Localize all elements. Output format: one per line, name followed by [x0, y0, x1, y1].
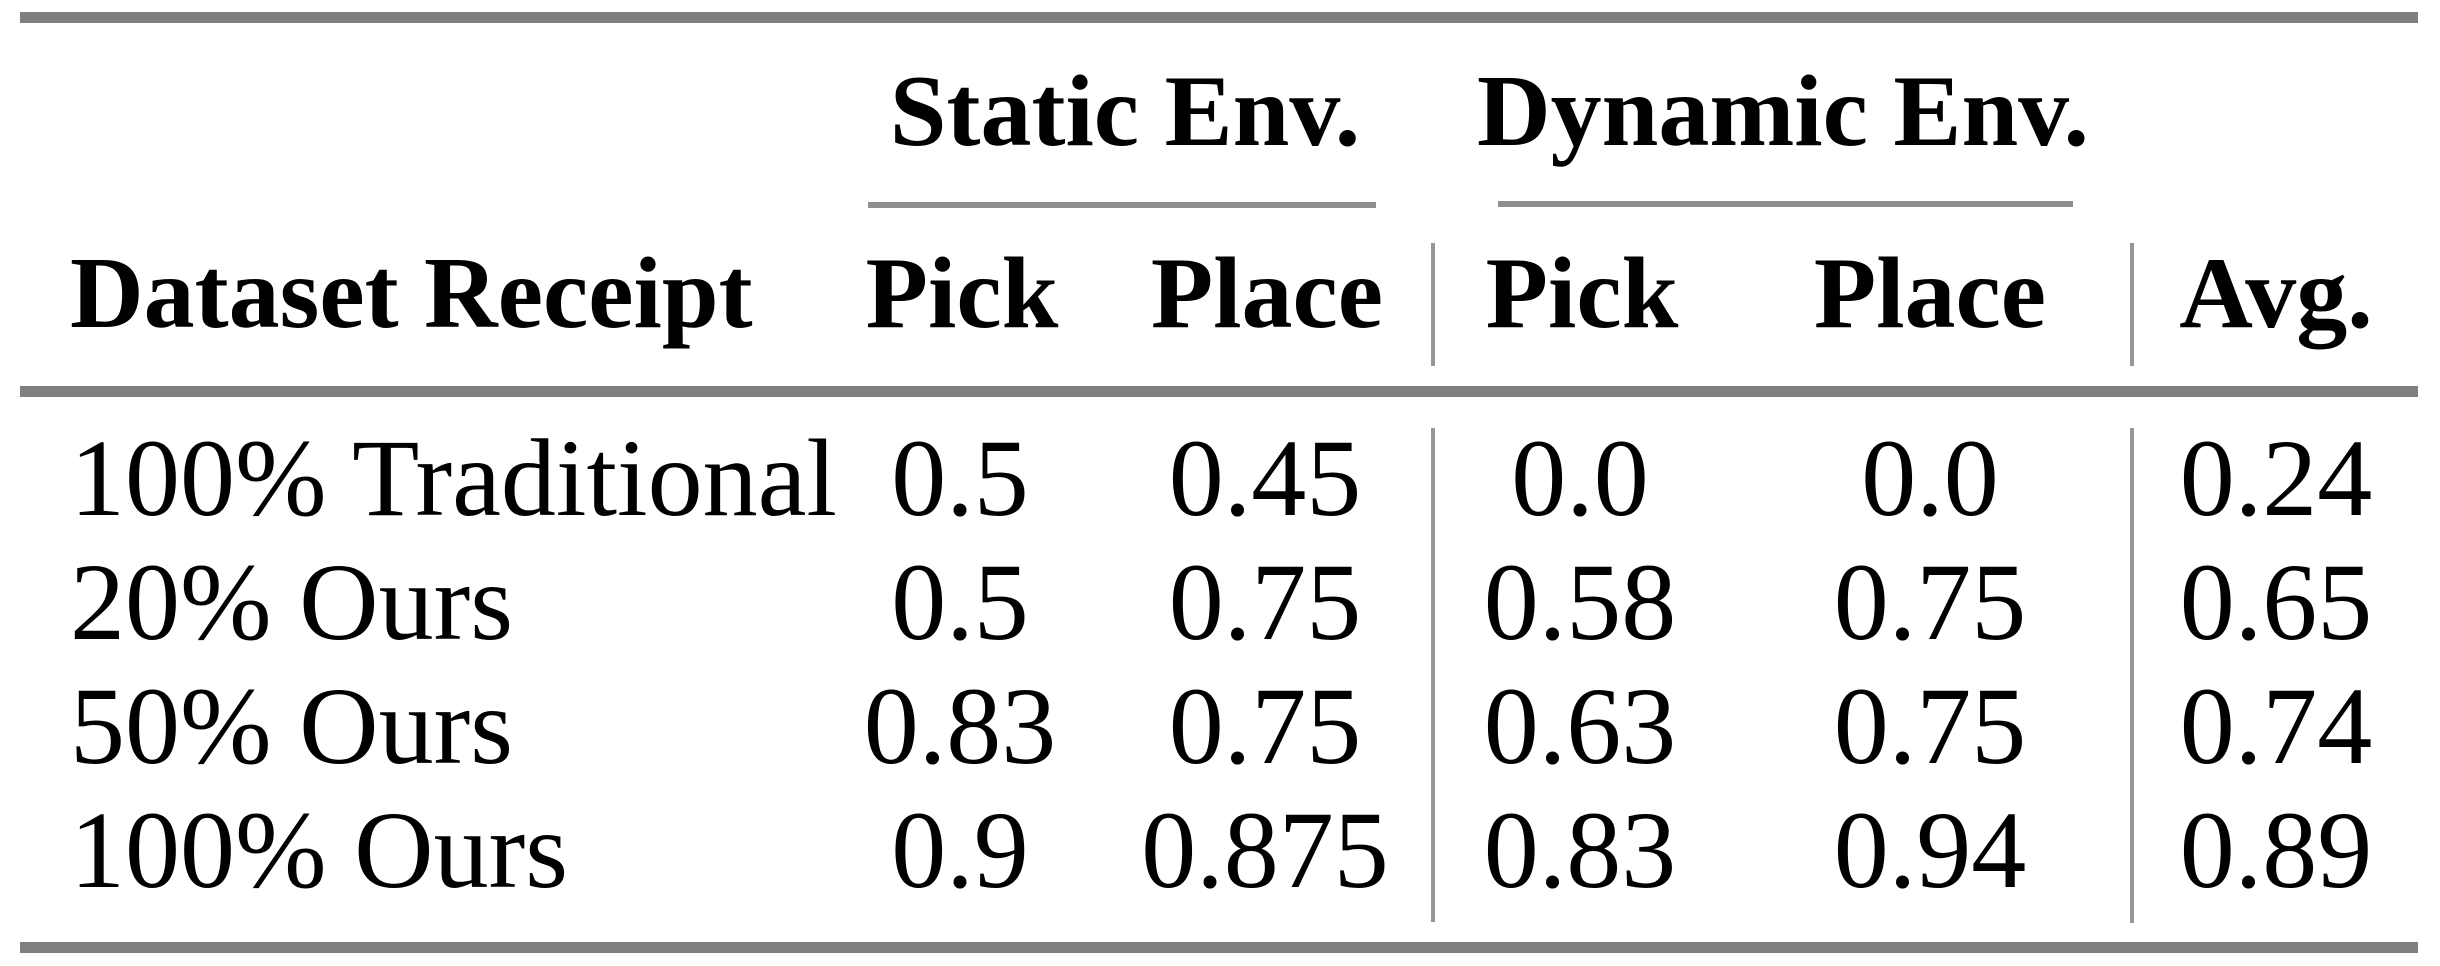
vertical-separator-avg-header — [2130, 243, 2134, 366]
dynamic-env-cmidrule — [1498, 201, 2073, 207]
vertical-separator-static-dynamic-body — [1431, 428, 1435, 922]
value-static-place: 0.45 — [1168, 417, 1362, 539]
value-dynamic-place: 0.75 — [1833, 541, 2027, 663]
value-dynamic-place: 0.94 — [1833, 789, 2027, 911]
top-rule — [20, 12, 2418, 23]
value-static-pick: 0.9 — [891, 789, 1029, 911]
static-env-cmidrule — [868, 202, 1376, 208]
value-dynamic-pick: 0.58 — [1483, 541, 1677, 663]
column-header-avg: Avg. — [2179, 237, 2373, 350]
value-static-pick: 0.5 — [891, 417, 1029, 539]
value-avg: 0.74 — [2179, 665, 2373, 787]
value-dynamic-place: 0.75 — [1833, 665, 2027, 787]
row-label: 100% Ours — [70, 789, 569, 911]
value-static-pick: 0.5 — [891, 541, 1029, 663]
value-static-place: 0.75 — [1168, 541, 1362, 663]
value-dynamic-place: 0.0 — [1861, 417, 1999, 539]
column-header-dynamic-place: Place — [1813, 237, 2047, 350]
value-dynamic-pick: 0.83 — [1483, 789, 1677, 911]
row-label: 20% Ours — [70, 541, 514, 663]
vertical-separator-avg-body — [2130, 428, 2134, 923]
value-avg: 0.89 — [2179, 789, 2373, 911]
row-label: 100% Traditional — [70, 417, 837, 539]
group-header-static-env: Static Env. — [889, 55, 1361, 168]
value-avg: 0.24 — [2179, 417, 2373, 539]
row-label: 50% Ours — [70, 665, 514, 787]
group-header-dynamic-env: Dynamic Env. — [1476, 55, 2090, 168]
vertical-separator-static-dynamic-header — [1431, 243, 1435, 366]
column-header-static-place: Place — [1150, 237, 1384, 350]
bottom-rule — [20, 942, 2418, 953]
column-header-static-pick: Pick — [865, 237, 1059, 350]
value-static-pick: 0.83 — [863, 665, 1057, 787]
header-rule — [20, 386, 2418, 397]
value-static-place: 0.75 — [1168, 665, 1362, 787]
value-dynamic-pick: 0.63 — [1483, 665, 1677, 787]
value-dynamic-pick: 0.0 — [1511, 417, 1649, 539]
column-header-dynamic-pick: Pick — [1485, 237, 1679, 350]
value-static-place: 0.875 — [1141, 789, 1389, 911]
column-header-dataset-receipt: Dataset Receipt — [70, 237, 753, 350]
value-avg: 0.65 — [2179, 541, 2373, 663]
